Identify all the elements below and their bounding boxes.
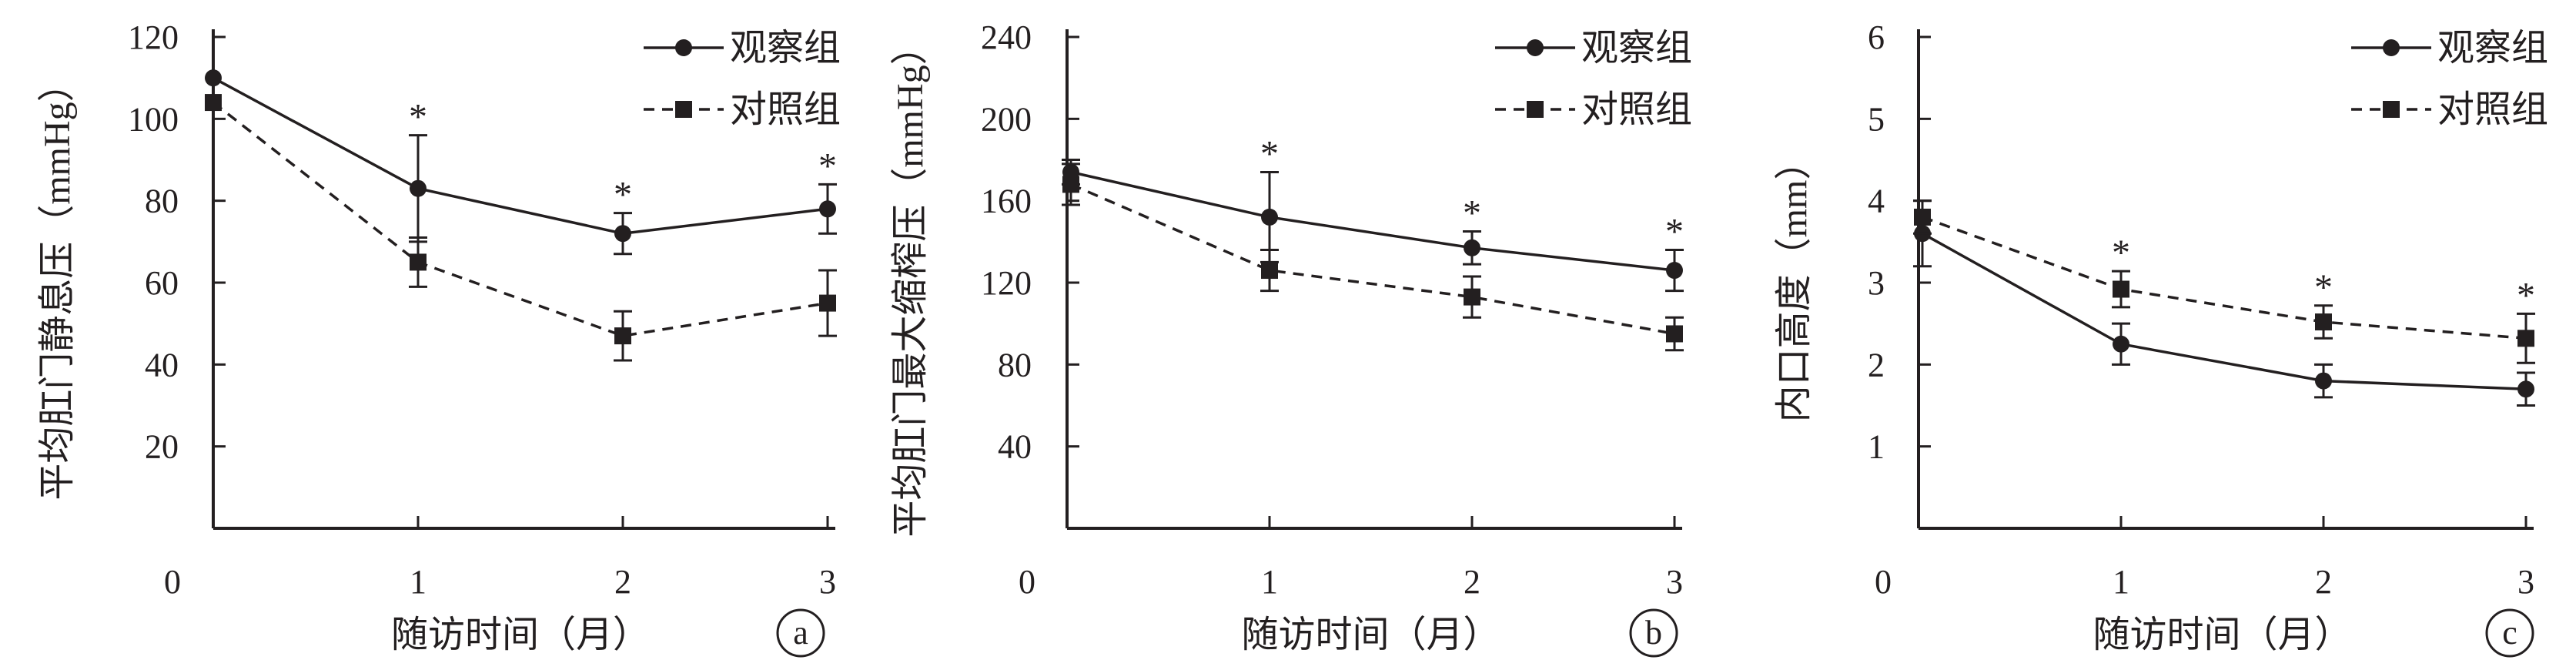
data-point-circle — [819, 200, 836, 218]
data-point-square — [819, 294, 836, 312]
y-tick-label: 120 — [981, 264, 1032, 302]
legend-marker-square — [675, 101, 692, 118]
y-tick-label: 100 — [128, 100, 179, 138]
significance-star: * — [614, 175, 632, 216]
panel-letter: b — [1645, 614, 1662, 652]
data-point-square — [1062, 176, 1079, 193]
data-point-circle — [1261, 208, 1278, 226]
data-point-square — [1914, 208, 1931, 226]
x-tick-label: 0 — [1019, 563, 1035, 601]
x-tick-label: 1 — [1261, 563, 1278, 601]
series-line-observation — [1070, 170, 1675, 272]
data-point-circle — [2113, 335, 2129, 353]
legend-label: 观察组 — [2437, 28, 2548, 69]
x-tick-label: 1 — [410, 563, 427, 601]
x-tick-label: 0 — [164, 563, 181, 601]
data-point-circle — [1464, 239, 1480, 256]
data-point-square — [2315, 313, 2332, 331]
panel-letter-circle — [776, 608, 825, 658]
y-axis-title: 平均肛门最大缩榨压（mmHg） — [890, 28, 931, 537]
x-tick-label: 2 — [614, 563, 631, 601]
legend-label: 观察组 — [1581, 28, 1692, 69]
legend-label: 对照组 — [1581, 89, 1692, 130]
data-point-square — [2517, 330, 2534, 347]
x-tick-label: 0 — [1875, 563, 1892, 601]
legend-marker-square — [2383, 101, 2400, 118]
significance-star: * — [409, 97, 427, 138]
data-point-square — [205, 94, 222, 112]
chart-panel-b: 40 80 120 160 200 240 0 1 2 3 随访时间（月） 平均肛门最大缩榨压（mmH… — [890, 18, 1692, 658]
x-axis-title: 随访时间（月） — [1241, 615, 1500, 655]
significance-star: * — [818, 146, 837, 186]
series-line-observation — [1922, 232, 2527, 390]
data-point-circle — [410, 179, 427, 197]
significance-star: * — [2517, 275, 2535, 316]
series-line-control — [1922, 216, 2527, 340]
x-tick-label: 2 — [1464, 563, 1480, 601]
data-point-square — [2113, 280, 2129, 298]
significance-star: * — [2112, 233, 2130, 273]
y-axis-title: 内口高度（mm） — [1774, 143, 1815, 423]
significance-star: * — [1260, 133, 1279, 174]
chart-panel-a: 20 40 60 80 100 120 0 1 2 3 随访时间（月） 平均肛门静息压（mmHg） * *… — [37, 18, 841, 658]
significance-star: * — [1665, 211, 1684, 252]
y-tick-label: 80 — [998, 346, 1032, 384]
significance-star: * — [2314, 267, 2333, 308]
y-tick-label: 40 — [998, 428, 1032, 466]
series-line-observation — [212, 76, 828, 235]
data-point-circle — [2315, 372, 2332, 390]
y-tick-label: 20 — [145, 428, 179, 466]
x-tick-label: 1 — [2113, 563, 2129, 601]
legend-label: 对照组 — [2437, 89, 2548, 130]
y-tick-label: 120 — [128, 18, 179, 56]
data-point-square — [614, 327, 631, 345]
series-line-control — [1070, 183, 1675, 336]
y-tick-label: 6 — [1868, 18, 1885, 56]
significance-star: * — [1463, 193, 1481, 234]
series-line-control — [212, 101, 828, 337]
x-tick-label: 3 — [2517, 563, 2534, 601]
x-axis-title: 随访时间（月） — [2093, 615, 2351, 655]
panel-letter-circle — [2485, 608, 2534, 658]
legend-marker-square — [1527, 101, 1544, 118]
data-point-square — [1666, 325, 1683, 343]
data-point-square — [1464, 288, 1480, 306]
panel-letter: a — [793, 614, 808, 652]
y-tick-label: 80 — [145, 183, 179, 220]
x-axis-title: 随访时间（月） — [391, 615, 650, 655]
data-point-square — [1261, 262, 1278, 280]
legend-marker-circle — [1527, 39, 1544, 56]
x-tick-label: 2 — [2315, 563, 2332, 601]
data-point-circle — [614, 225, 631, 243]
data-point-circle — [2517, 380, 2534, 398]
y-tick-label: 240 — [981, 18, 1032, 56]
y-tick-label: 60 — [145, 264, 179, 302]
panel-letter: c — [2502, 614, 2517, 652]
data-point-circle — [205, 69, 222, 87]
y-tick-label: 160 — [981, 183, 1032, 220]
x-tick-label: 3 — [1666, 563, 1683, 601]
legend-label: 对照组 — [730, 89, 841, 130]
y-tick-label: 3 — [1868, 264, 1885, 302]
data-point-square — [410, 253, 427, 271]
y-tick-label: 5 — [1868, 100, 1885, 138]
legend-marker-circle — [2383, 39, 2400, 56]
y-tick-label: 4 — [1868, 183, 1885, 220]
legend-marker-circle — [675, 39, 692, 56]
y-tick-label: 40 — [145, 346, 179, 384]
panel-letter-circle — [1629, 608, 1678, 658]
y-tick-label: 1 — [1868, 428, 1885, 466]
y-tick-label: 200 — [981, 100, 1032, 138]
legend-label: 观察组 — [730, 28, 841, 69]
data-point-circle — [1666, 262, 1683, 280]
y-axis-title: 平均肛门静息压（mmHg） — [37, 65, 78, 500]
y-tick-label: 2 — [1868, 346, 1885, 384]
x-tick-label: 3 — [819, 563, 836, 601]
